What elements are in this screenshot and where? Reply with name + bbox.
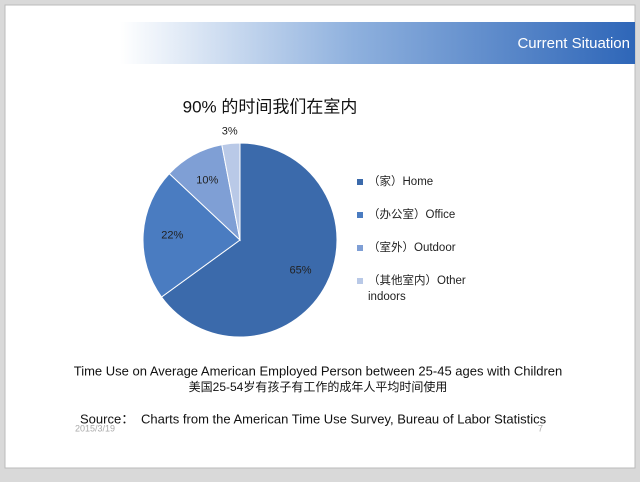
legend-swatch <box>357 278 363 284</box>
caption-line: 美国25-54岁有孩子有工作的成年人平均时间使用 <box>189 379 448 394</box>
pie-slice <box>160 142 338 338</box>
data-label: 65% <box>289 265 311 277</box>
source-label: Source： <box>80 411 134 426</box>
legend-swatch <box>357 212 363 218</box>
data-label: 10% <box>196 174 218 186</box>
legend-label: （室外）Outdoor <box>368 242 456 254</box>
slide-date: 2015/3/19 <box>75 423 115 433</box>
legend-swatch <box>357 245 363 251</box>
legend-label: （家）Home <box>368 176 434 188</box>
legend-label: （其他室内）Other indoors <box>368 275 466 303</box>
pie-slice <box>221 142 241 241</box>
header-title: Current Situation <box>517 35 630 52</box>
pie: 65% 22% 10% 3% <box>142 125 338 338</box>
legend-label: （办公室）Office <box>368 209 456 221</box>
source-text: Charts from the American Time Use Survey… <box>141 411 547 426</box>
caption-line: Time Use on Average American Employed Pe… <box>74 363 563 378</box>
slide-number: 7 <box>538 423 543 433</box>
header-bar <box>120 22 635 64</box>
data-label: 22% <box>161 230 183 242</box>
legend-swatch <box>357 179 363 185</box>
pie-slice <box>142 172 241 298</box>
chart-title: 90% 的时间我们在室内 <box>183 97 358 116</box>
data-label: 3% <box>222 125 238 137</box>
